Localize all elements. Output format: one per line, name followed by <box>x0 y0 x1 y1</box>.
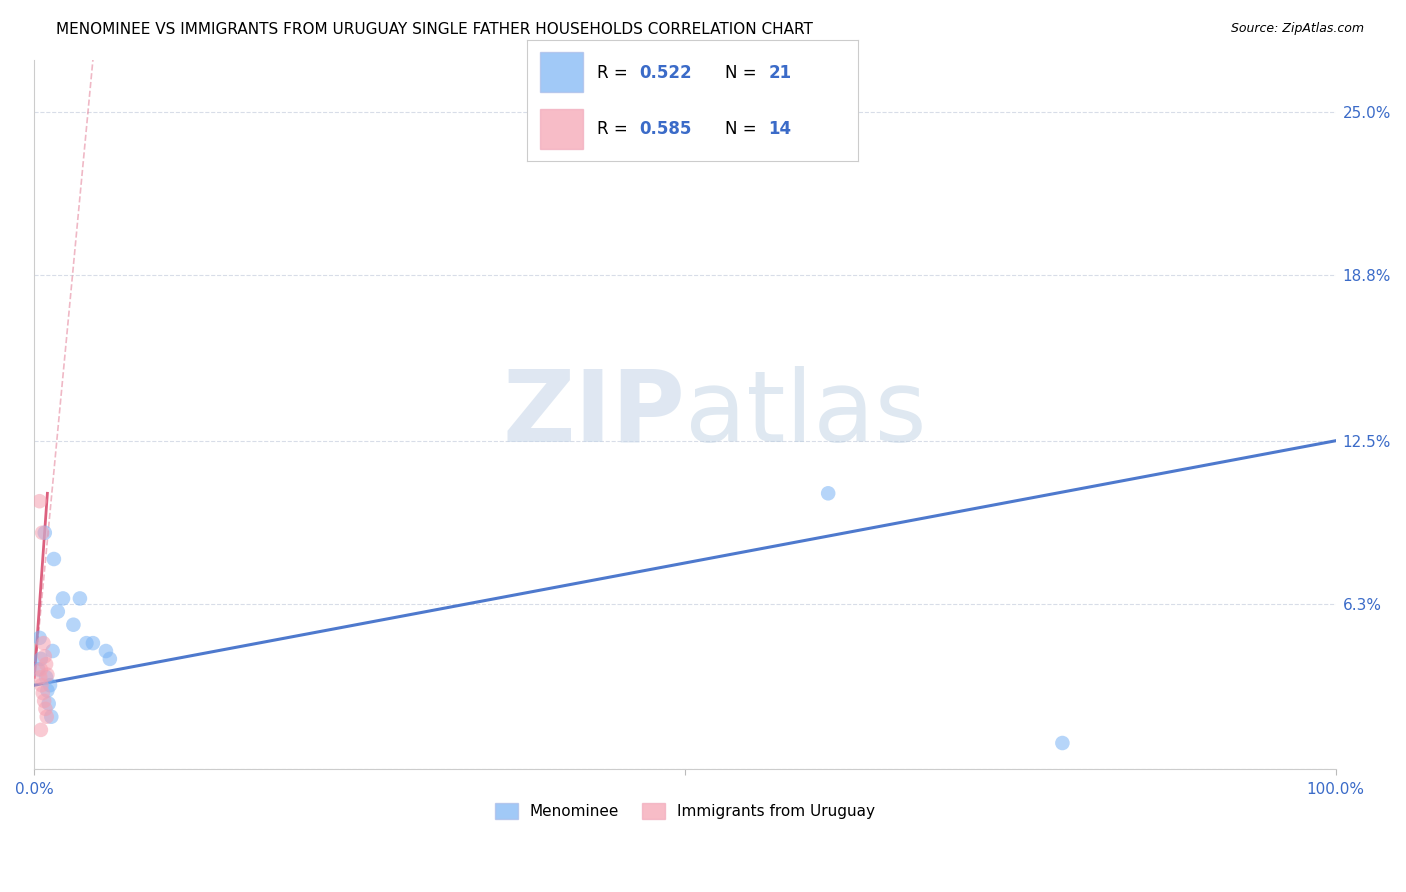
Text: Source: ZipAtlas.com: Source: ZipAtlas.com <box>1230 22 1364 36</box>
Point <box>82 636 104 650</box>
Text: R =: R = <box>596 63 633 82</box>
Point <box>69 591 91 606</box>
Point <box>27 662 49 676</box>
FancyBboxPatch shape <box>540 52 583 92</box>
Point <box>46 605 69 619</box>
Point <box>1052 736 1074 750</box>
Point <box>32 636 55 650</box>
Point <box>37 683 59 698</box>
Point <box>39 678 62 692</box>
Point <box>35 657 58 672</box>
Text: 21: 21 <box>769 63 792 82</box>
Point <box>34 649 56 664</box>
Point <box>31 678 53 692</box>
Text: 14: 14 <box>769 120 792 138</box>
Text: R =: R = <box>596 120 633 138</box>
Point <box>30 723 52 737</box>
Point <box>52 591 75 606</box>
Legend: Menominee, Immigrants from Uruguay: Menominee, Immigrants from Uruguay <box>489 797 882 825</box>
Point <box>30 670 52 684</box>
Text: atlas: atlas <box>685 366 927 463</box>
Text: N =: N = <box>725 120 762 138</box>
Point <box>31 686 53 700</box>
Point <box>42 552 65 566</box>
Point <box>34 702 56 716</box>
Point <box>30 652 52 666</box>
Point <box>62 617 84 632</box>
Point <box>817 486 839 500</box>
FancyBboxPatch shape <box>540 109 583 149</box>
Point <box>35 710 58 724</box>
Point <box>34 525 56 540</box>
Point <box>98 652 121 666</box>
Text: ZIP: ZIP <box>502 366 685 463</box>
Point <box>41 644 63 658</box>
Point <box>32 694 55 708</box>
Point <box>30 662 52 676</box>
Text: N =: N = <box>725 63 762 82</box>
Point <box>39 710 62 724</box>
Text: 0.585: 0.585 <box>640 120 692 138</box>
Point <box>38 697 60 711</box>
Point <box>37 667 59 681</box>
Text: MENOMINEE VS IMMIGRANTS FROM URUGUAY SINGLE FATHER HOUSEHOLDS CORRELATION CHART: MENOMINEE VS IMMIGRANTS FROM URUGUAY SIN… <box>56 22 813 37</box>
Point <box>31 525 53 540</box>
Point <box>94 644 117 658</box>
Point <box>28 494 51 508</box>
Point <box>75 636 97 650</box>
Point <box>35 670 58 684</box>
Text: 0.522: 0.522 <box>640 63 692 82</box>
Point <box>28 631 51 645</box>
